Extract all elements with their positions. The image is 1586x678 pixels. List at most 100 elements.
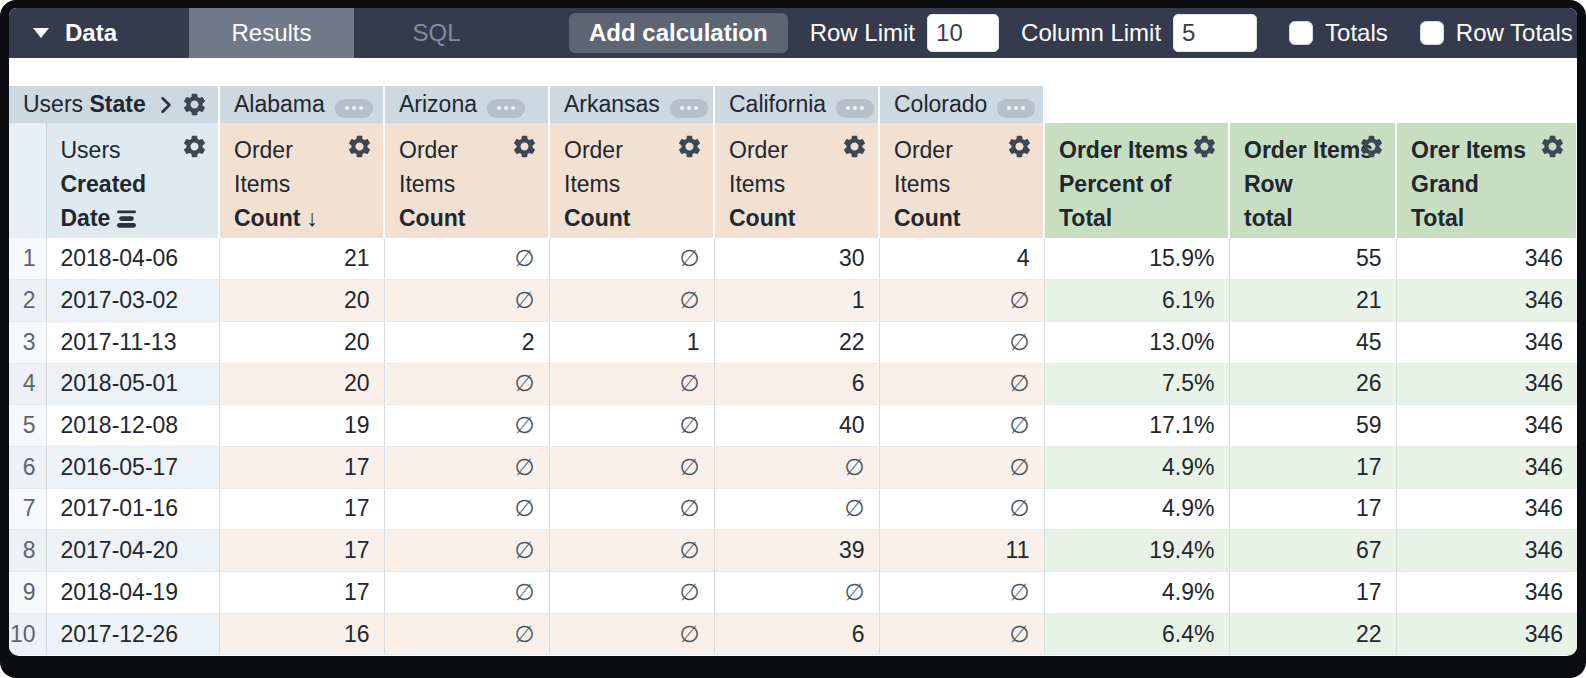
grand-total-cell[interactable]: 346	[1396, 572, 1577, 614]
date-cell[interactable]: 2018-12-08	[46, 405, 219, 447]
row-total-cell[interactable]: 59	[1229, 405, 1396, 447]
header-order-items-count-alabama[interactable]: Order Items Count↓	[219, 123, 384, 238]
count-cell-arizona[interactable]: ∅	[384, 446, 549, 488]
percent-of-total-cell[interactable]: 6.1%	[1044, 280, 1229, 322]
count-cell-california[interactable]: 40	[714, 405, 879, 447]
percent-of-total-cell[interactable]: 7.5%	[1044, 363, 1229, 405]
tab-results[interactable]: Results	[189, 8, 354, 58]
count-cell-california[interactable]: ∅	[714, 446, 879, 488]
count-cell-colorado[interactable]: ∅	[879, 446, 1044, 488]
count-cell-arkansas[interactable]: ∅	[549, 280, 714, 322]
percent-of-total-cell[interactable]: 4.9%	[1044, 446, 1229, 488]
gear-icon[interactable]	[1358, 133, 1385, 160]
count-cell-colorado[interactable]: ∅	[879, 321, 1044, 363]
row-limit-input[interactable]	[927, 14, 999, 52]
row-total-cell[interactable]: 21	[1229, 280, 1396, 322]
count-cell-arizona[interactable]: 2	[384, 321, 549, 363]
count-cell-alabama[interactable]: 17	[219, 572, 384, 614]
add-calculation-button[interactable]: Add calculation	[569, 13, 788, 53]
percent-of-total-cell[interactable]: 4.9%	[1044, 488, 1229, 530]
row-total-cell[interactable]: 45	[1229, 321, 1396, 363]
grand-total-cell[interactable]: 346	[1396, 488, 1577, 530]
column-limit-input[interactable]	[1173, 14, 1257, 52]
grand-total-cell[interactable]: 346	[1396, 238, 1577, 280]
header-grand-total[interactable]: Orer Items Grand Total	[1396, 123, 1577, 238]
pivot-field-header[interactable]: Users State	[9, 86, 219, 123]
count-cell-alabama[interactable]: 21	[219, 238, 384, 280]
count-cell-arkansas[interactable]: ∅	[549, 613, 714, 655]
gear-icon[interactable]	[346, 133, 373, 160]
tab-sql[interactable]: SQL	[354, 8, 519, 58]
header-order-items-count-arkansas[interactable]: Order Items Count	[549, 123, 714, 238]
pivot-value-arkansas[interactable]: Arkansas	[549, 86, 714, 123]
count-cell-arkansas[interactable]: 1	[549, 321, 714, 363]
count-cell-california[interactable]: 30	[714, 238, 879, 280]
pivot-value-arizona[interactable]: Arizona	[384, 86, 549, 123]
date-cell[interactable]: 2017-01-16	[46, 488, 219, 530]
date-cell[interactable]: 2017-03-02	[46, 280, 219, 322]
ellipsis-icon[interactable]	[997, 99, 1035, 118]
percent-of-total-cell[interactable]: 4.9%	[1044, 572, 1229, 614]
count-cell-arkansas[interactable]: ∅	[549, 488, 714, 530]
ellipsis-icon[interactable]	[487, 99, 525, 118]
count-cell-arizona[interactable]: ∅	[384, 280, 549, 322]
grand-total-cell[interactable]: 346	[1396, 530, 1577, 572]
count-cell-colorado[interactable]: ∅	[879, 613, 1044, 655]
ellipsis-icon[interactable]	[836, 99, 874, 118]
date-cell[interactable]: 2017-04-20	[46, 530, 219, 572]
header-row-total[interactable]: Order Items Row total	[1229, 123, 1396, 238]
grand-total-cell[interactable]: 346	[1396, 613, 1577, 655]
row-total-cell[interactable]: 17	[1229, 488, 1396, 530]
header-order-items-count-colorado[interactable]: Order Items Count	[879, 123, 1044, 238]
percent-of-total-cell[interactable]: 19.4%	[1044, 530, 1229, 572]
count-cell-alabama[interactable]: 17	[219, 530, 384, 572]
date-cell[interactable]: 2018-05-01	[46, 363, 219, 405]
totals-checkbox[interactable]	[1289, 21, 1313, 45]
row-total-cell[interactable]: 22	[1229, 613, 1396, 655]
count-cell-california[interactable]: 39	[714, 530, 879, 572]
header-percent-of-total[interactable]: Order Items Percent of Total	[1044, 123, 1229, 238]
percent-of-total-cell[interactable]: 6.4%	[1044, 613, 1229, 655]
gear-icon[interactable]	[1191, 133, 1218, 160]
data-section-toggle[interactable]: Data	[9, 8, 189, 58]
gear-icon[interactable]	[181, 91, 208, 118]
percent-of-total-cell[interactable]: 17.1%	[1044, 405, 1229, 447]
grand-total-cell[interactable]: 346	[1396, 280, 1577, 322]
gear-icon[interactable]	[1006, 133, 1033, 160]
count-cell-alabama[interactable]: 20	[219, 280, 384, 322]
date-cell[interactable]: 2018-04-19	[46, 572, 219, 614]
row-total-cell[interactable]: 17	[1229, 572, 1396, 614]
count-cell-alabama[interactable]: 17	[219, 488, 384, 530]
row-totals-checkbox[interactable]	[1420, 21, 1444, 45]
grand-total-cell[interactable]: 346	[1396, 363, 1577, 405]
count-cell-california[interactable]: 6	[714, 363, 879, 405]
count-cell-arizona[interactable]: ∅	[384, 572, 549, 614]
pivot-value-california[interactable]: California	[714, 86, 879, 123]
count-cell-arkansas[interactable]: ∅	[549, 572, 714, 614]
row-total-cell[interactable]: 67	[1229, 530, 1396, 572]
percent-of-total-cell[interactable]: 13.0%	[1044, 321, 1229, 363]
count-cell-colorado[interactable]: ∅	[879, 363, 1044, 405]
percent-of-total-cell[interactable]: 15.9%	[1044, 238, 1229, 280]
count-cell-alabama[interactable]: 16	[219, 613, 384, 655]
count-cell-arizona[interactable]: ∅	[384, 405, 549, 447]
grand-total-cell[interactable]: 346	[1396, 321, 1577, 363]
row-total-cell[interactable]: 26	[1229, 363, 1396, 405]
count-cell-arizona[interactable]: ∅	[384, 363, 549, 405]
gear-icon[interactable]	[1539, 133, 1566, 160]
count-cell-arkansas[interactable]: ∅	[549, 530, 714, 572]
pivot-value-colorado[interactable]: Colorado	[879, 86, 1044, 123]
count-cell-arizona[interactable]: ∅	[384, 488, 549, 530]
count-cell-alabama[interactable]: 20	[219, 363, 384, 405]
count-cell-california[interactable]: 6	[714, 613, 879, 655]
grand-total-cell[interactable]: 346	[1396, 405, 1577, 447]
ellipsis-icon[interactable]	[335, 99, 373, 118]
count-cell-arkansas[interactable]: ∅	[549, 405, 714, 447]
header-users-created-date[interactable]: Users Created Date	[46, 123, 219, 238]
count-cell-arkansas[interactable]: ∅	[549, 446, 714, 488]
pivot-value-alabama[interactable]: Alabama	[219, 86, 384, 123]
date-cell[interactable]: 2017-11-13	[46, 321, 219, 363]
count-cell-colorado[interactable]: ∅	[879, 572, 1044, 614]
count-cell-alabama[interactable]: 19	[219, 405, 384, 447]
count-cell-california[interactable]: ∅	[714, 488, 879, 530]
